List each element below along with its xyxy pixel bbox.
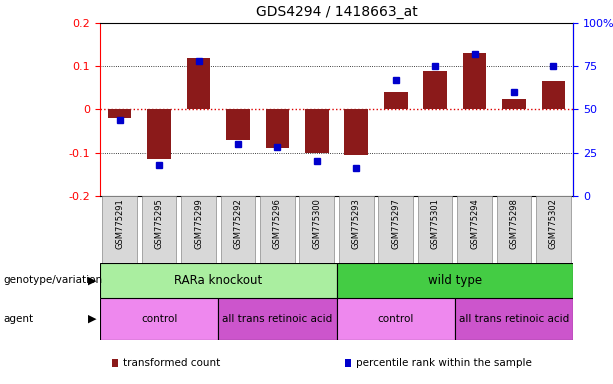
Text: GDS4294 / 1418663_at: GDS4294 / 1418663_at [256, 5, 417, 19]
Bar [108, 109, 131, 118]
Bar [337, 263, 573, 298]
Text: GSM775292: GSM775292 [234, 198, 243, 248]
Bar [226, 109, 249, 140]
Text: percentile rank within the sample: percentile rank within the sample [356, 358, 532, 368]
Text: GSM775302: GSM775302 [549, 198, 558, 249]
Bar [418, 196, 452, 263]
Bar [218, 298, 337, 340]
Bar [497, 196, 531, 263]
Text: control: control [378, 314, 414, 324]
Text: GSM775300: GSM775300 [312, 198, 321, 249]
Text: agent: agent [3, 314, 33, 324]
Text: control: control [141, 314, 177, 324]
Bar [536, 196, 571, 263]
Bar [463, 53, 486, 109]
Text: GSM775294: GSM775294 [470, 198, 479, 248]
Bar [147, 109, 171, 159]
Bar [378, 196, 413, 263]
Text: transformed count: transformed count [123, 358, 221, 368]
Bar [502, 99, 526, 109]
Bar [221, 196, 255, 263]
Bar [102, 196, 137, 263]
Bar [337, 298, 455, 340]
Text: GSM775291: GSM775291 [115, 198, 124, 248]
Text: all trans retinoic acid: all trans retinoic acid [223, 314, 332, 324]
Text: GSM775296: GSM775296 [273, 198, 282, 249]
Bar [181, 196, 216, 263]
Bar [305, 109, 329, 152]
Text: ▶: ▶ [88, 314, 97, 324]
Bar [455, 298, 573, 340]
Text: GSM775301: GSM775301 [430, 198, 440, 249]
Bar [260, 196, 295, 263]
Bar [265, 109, 289, 148]
Text: GSM775298: GSM775298 [509, 198, 519, 249]
Text: ▶: ▶ [88, 275, 97, 285]
Bar [384, 92, 408, 109]
Text: all trans retinoic acid: all trans retinoic acid [459, 314, 569, 324]
Bar [100, 298, 218, 340]
Bar [142, 196, 177, 263]
Bar [424, 71, 447, 109]
Bar [300, 196, 334, 263]
Bar [542, 81, 565, 109]
Bar [457, 196, 492, 263]
Bar [345, 109, 368, 155]
Bar [187, 58, 210, 109]
Text: GSM775295: GSM775295 [154, 198, 164, 248]
Bar [339, 196, 373, 263]
Text: GSM775293: GSM775293 [352, 198, 361, 249]
Bar [100, 263, 337, 298]
Text: GSM775299: GSM775299 [194, 198, 203, 248]
Text: GSM775297: GSM775297 [391, 198, 400, 249]
Text: wild type: wild type [428, 274, 482, 287]
Text: RARa knockout: RARa knockout [174, 274, 262, 287]
Text: genotype/variation: genotype/variation [3, 275, 102, 285]
